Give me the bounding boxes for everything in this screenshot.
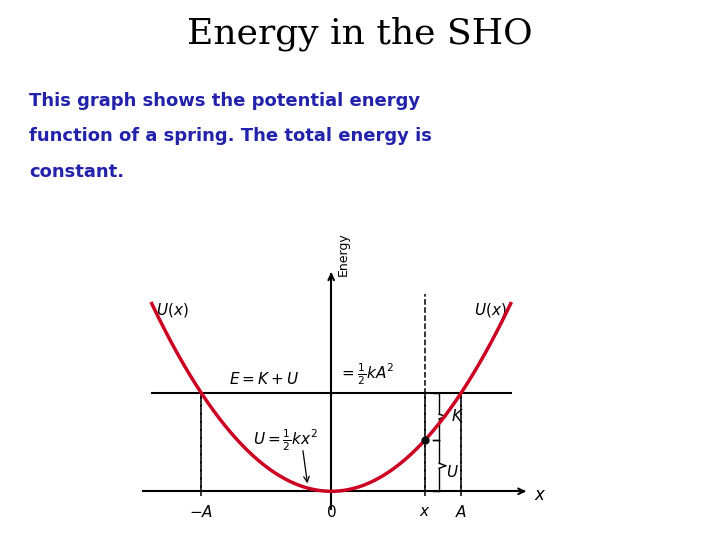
Text: Energy in the SHO: Energy in the SHO	[187, 16, 533, 51]
Text: $U(x)$: $U(x)$	[156, 301, 189, 319]
Text: $A$: $A$	[455, 504, 467, 520]
Text: This graph shows the potential energy: This graph shows the potential energy	[29, 92, 420, 110]
Text: $0$: $0$	[326, 504, 336, 520]
Text: $-A$: $-A$	[189, 504, 213, 520]
Text: $=\frac{1}{2}kA^2$: $=\frac{1}{2}kA^2$	[339, 361, 395, 387]
Text: Energy: Energy	[336, 233, 349, 276]
Text: constant.: constant.	[29, 163, 124, 181]
Text: $E = K + U$: $E = K + U$	[228, 371, 299, 387]
Text: $U(x)$: $U(x)$	[474, 301, 506, 319]
Text: $x$: $x$	[534, 486, 546, 504]
Text: function of a spring. The total energy is: function of a spring. The total energy i…	[29, 127, 432, 145]
Text: $U = \frac{1}{2}kx^2$: $U = \frac{1}{2}kx^2$	[253, 427, 318, 453]
Text: $K$: $K$	[451, 408, 464, 424]
Text: $x$: $x$	[419, 504, 431, 519]
Text: $U$: $U$	[446, 464, 459, 480]
